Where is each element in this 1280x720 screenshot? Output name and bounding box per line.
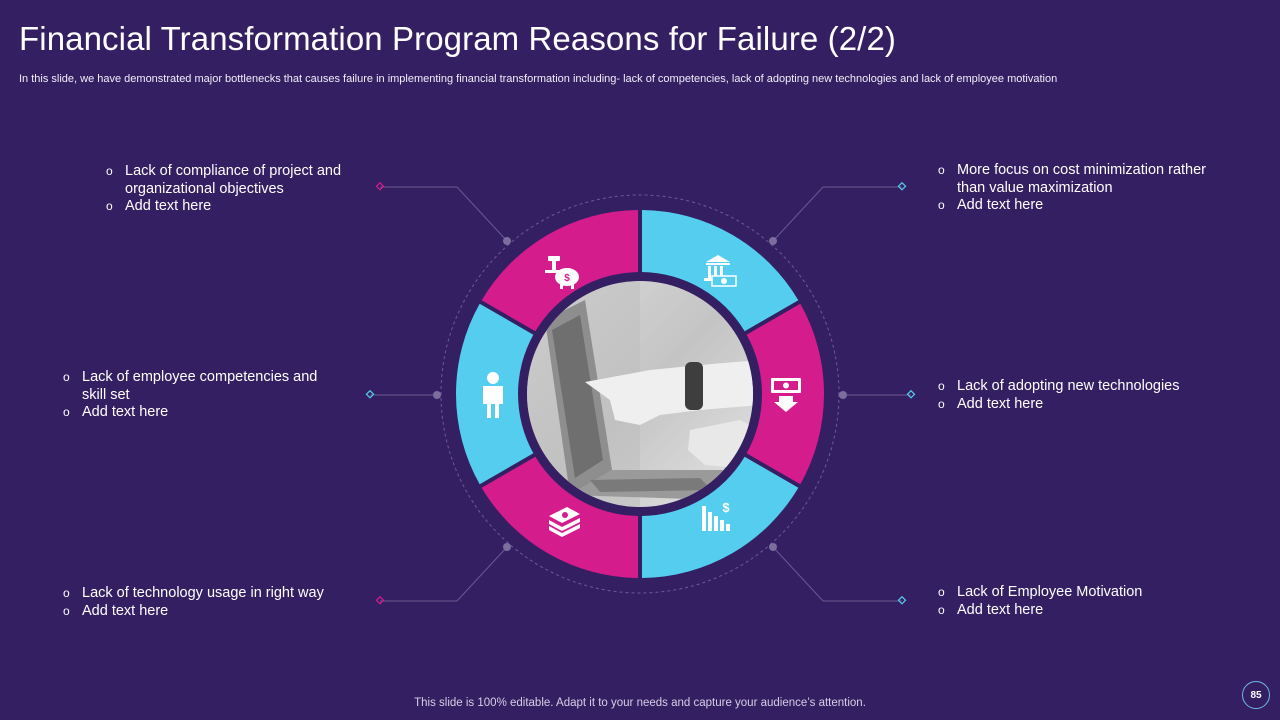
reason-top-left-add: Add text here	[106, 198, 366, 216]
reason-top-left: Lack of compliance of project and organi…	[106, 163, 366, 216]
reason-top-right: More focus on cost minimization rather t…	[938, 162, 1228, 215]
money-down-icon	[771, 378, 801, 412]
person-icon	[483, 372, 503, 418]
slide-title: Financial Transformation Program Reasons…	[19, 20, 896, 57]
connector-dots	[433, 237, 847, 551]
cash-stack-icon	[549, 507, 580, 537]
reason-bottom-left-add: Add text here	[63, 603, 363, 621]
reason-middle-left-add: Add text here	[63, 404, 343, 422]
slide-subtitle: In this slide, we have demonstrated majo…	[19, 73, 1058, 85]
svg-text:$: $	[564, 273, 570, 284]
connector-lines	[370, 186, 911, 602]
reason-top-right-main: More focus on cost minimization rather t…	[938, 162, 1228, 197]
bank-money-icon	[704, 255, 737, 287]
reason-middle-left: Lack of employee competencies and skill …	[63, 369, 343, 422]
center-photo	[527, 281, 753, 507]
chart-decline-dollar-icon: $	[702, 500, 730, 531]
reason-bottom-right-main: Lack of Employee Motivation	[938, 584, 1228, 602]
reason-middle-left-main: Lack of employee competencies and skill …	[63, 369, 343, 404]
svg-text:$: $	[722, 500, 730, 515]
connector-diamonds	[365, 181, 916, 605]
segment-right	[746, 303, 824, 485]
outer-dashed-ring	[440, 194, 840, 594]
reason-top-left-main: Lack of compliance of project and organi…	[106, 163, 366, 198]
reason-top-right-add: Add text here	[938, 197, 1228, 215]
gavel-piggy-bank-icon: $	[545, 256, 579, 289]
reason-bottom-left-main: Lack of technology usage in right way	[63, 585, 363, 603]
reason-middle-right-add: Add text here	[938, 396, 1228, 414]
slide-footer: This slide is 100% editable. Adapt it to…	[414, 697, 866, 709]
reason-bottom-left: Lack of technology usage in right way Ad…	[63, 585, 363, 620]
segment-bottom-right	[641, 456, 799, 578]
page-number: 85	[1242, 681, 1270, 709]
reason-bottom-right-add: Add text here	[938, 602, 1228, 620]
reason-middle-right-main: Lack of adopting new technologies	[938, 378, 1228, 396]
reason-middle-right: Lack of adopting new technologies Add te…	[938, 378, 1228, 413]
reason-bottom-right: Lack of Employee Motivation Add text her…	[938, 584, 1228, 619]
